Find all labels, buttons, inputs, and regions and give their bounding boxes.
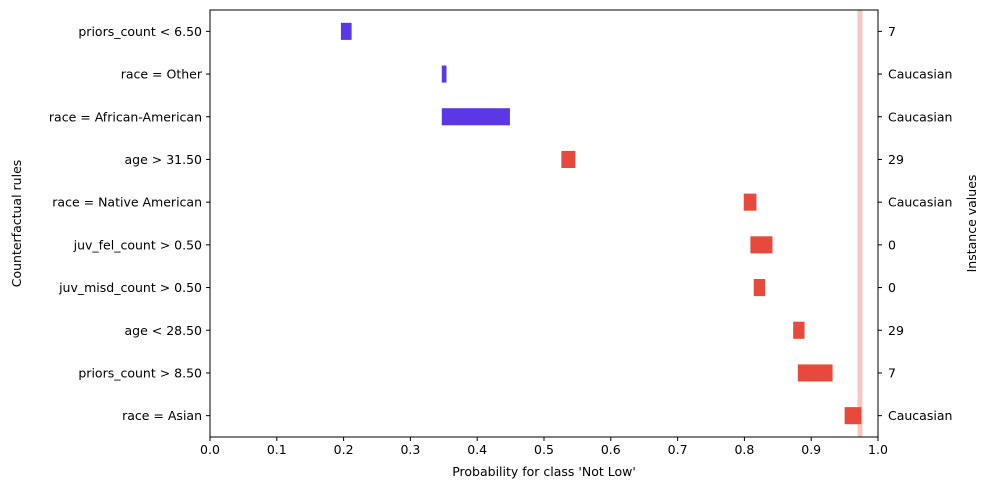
bar-10	[844, 407, 862, 425]
y-tick-label: race = Asian	[122, 408, 202, 423]
y-tick-label: age < 28.50	[125, 323, 203, 338]
bar-3	[441, 108, 510, 126]
x-tick-label: 0.1	[267, 442, 287, 457]
x-tick-label: 0.2	[334, 442, 354, 457]
instance-value-label: 29	[888, 323, 904, 338]
x-tick-label: 1.0	[868, 442, 888, 457]
ticks-layer: priors_count < 6.50 7 race = Other Caucasia…	[49, 24, 953, 457]
x-tick-label: 0.5	[534, 442, 554, 457]
bar-7	[753, 279, 766, 297]
x-tick-label: 0.6	[601, 442, 621, 457]
bar-5	[743, 193, 757, 211]
bar-1	[340, 22, 352, 40]
x-tick-label: 0.7	[668, 442, 688, 457]
x-tick-label: 0.3	[400, 442, 420, 457]
instance-value-label: 0	[888, 237, 896, 252]
bar-8	[793, 321, 805, 339]
instance-value-label: 7	[888, 24, 896, 39]
axes-box	[209, 9, 879, 438]
y-axis-label: Counterfactual rules	[9, 160, 24, 288]
x-tick-label: 0.0	[200, 442, 220, 457]
x-tick-label: 0.9	[801, 442, 821, 457]
instance-value-label: 0	[888, 280, 896, 295]
instance-value-label: Caucasian	[888, 195, 952, 210]
y-tick-label: age > 31.50	[125, 152, 203, 167]
instance-value-label: 7	[888, 365, 896, 380]
y-tick-label: race = African-American	[49, 109, 202, 124]
bar-2	[441, 65, 447, 83]
plot-frame	[209, 9, 879, 438]
x-tick-label: 0.4	[467, 442, 487, 457]
y-tick-label: juv_misd_count > 0.50	[58, 280, 202, 295]
y-tick-label: race = Other	[121, 67, 203, 82]
x-axis-label: Probability for class 'Not Low'	[452, 464, 636, 479]
y-tick-label: priors_count > 8.50	[78, 365, 202, 380]
bar-6	[750, 236, 773, 254]
instance-value-label: Caucasian	[888, 67, 952, 82]
instance-value-label: 29	[888, 152, 904, 167]
bar-9	[797, 364, 833, 382]
bar-4	[561, 150, 576, 168]
y2-axis-label: Instance values	[964, 175, 979, 273]
y-tick-label: juv_fel_count > 0.50	[73, 237, 202, 252]
instance-value-label: Caucasian	[888, 408, 952, 423]
y-tick-label: priors_count < 6.50	[78, 24, 202, 39]
y-tick-label: race = Native American	[52, 195, 202, 210]
instance-value-label: Caucasian	[888, 109, 952, 124]
bars-layer	[340, 10, 863, 437]
x-tick-label: 0.8	[734, 442, 754, 457]
